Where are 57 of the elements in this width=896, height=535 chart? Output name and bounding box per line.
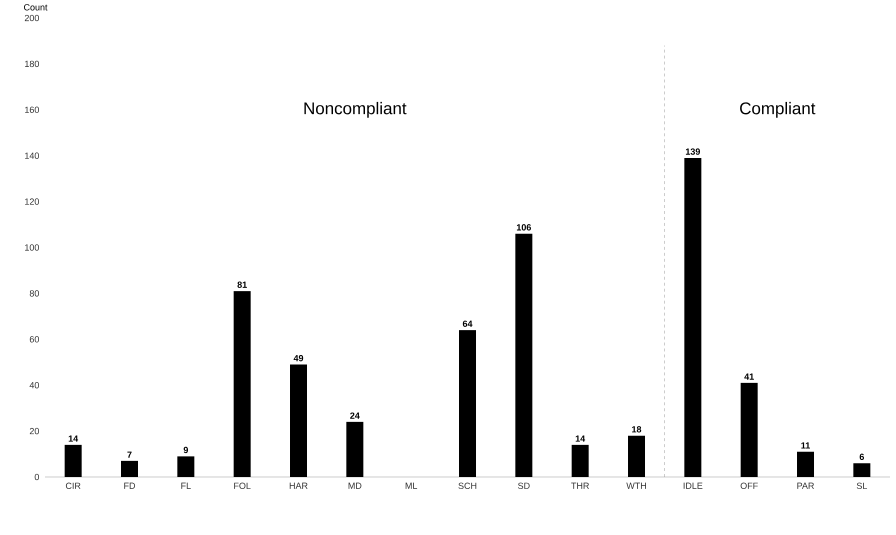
x-tick-label: OFF [740, 482, 758, 489]
bar [797, 452, 814, 477]
y-tick-label: 60 [30, 336, 40, 342]
x-tick-label: SD [518, 482, 530, 489]
bar [628, 436, 646, 477]
bar [346, 422, 364, 477]
bar [234, 291, 251, 477]
y-tick-label: 100 [25, 244, 40, 251]
data-label: 9 [184, 446, 188, 454]
y-tick-label: 200 [24, 14, 40, 22]
data-label: 64 [462, 320, 472, 327]
x-tick-label: MD [348, 482, 362, 489]
data-label: 49 [294, 354, 304, 362]
bar [684, 158, 702, 477]
data-label: 81 [237, 282, 247, 288]
x-tick-label: FD [124, 482, 136, 489]
x-tick-label: HAR [290, 482, 308, 489]
y-axis-title: Count [24, 4, 48, 10]
x-tick-label: FOL [234, 482, 251, 489]
data-label: 14 [576, 435, 586, 442]
bar [121, 460, 138, 477]
y-tick-label: 80 [30, 290, 40, 297]
x-tick-label: SCH [458, 482, 476, 489]
y-tick-label: 40 [30, 382, 40, 388]
bar [853, 463, 870, 477]
data-label: 106 [516, 224, 531, 231]
x-tick-label: PAR [797, 482, 814, 489]
bar [177, 456, 194, 477]
x-tick-label: IDLE [684, 482, 702, 489]
bar [515, 234, 532, 477]
data-label: 6 [860, 454, 864, 460]
data-label: 24 [350, 412, 360, 419]
annotation: Noncompliant [304, 102, 406, 118]
x-tick-label: ML [406, 482, 418, 489]
y-tick-label: 160 [25, 106, 40, 113]
data-label: 41 [744, 374, 754, 380]
bar [740, 382, 758, 477]
data-label: 139 [686, 148, 700, 155]
data-label: 11 [801, 442, 810, 449]
x-tick-label: SL [856, 482, 868, 489]
bar [64, 444, 82, 477]
y-tick-label: 0 [34, 474, 40, 480]
data-label: 14 [68, 435, 78, 442]
y-tick-label: 120 [25, 198, 40, 205]
data-label: 18 [632, 426, 642, 432]
annotation: Compliant [740, 102, 816, 118]
bar [290, 364, 308, 477]
bar [459, 330, 476, 477]
x-tick-label: WTH [626, 482, 646, 489]
data-label: 7 [127, 452, 132, 458]
y-tick-label: 140 [25, 152, 40, 159]
x-tick-label: THR [571, 482, 589, 489]
x-tick-label: CIR [66, 482, 80, 489]
y-tick-label: 20 [30, 428, 40, 434]
x-tick-label: FL [181, 482, 191, 489]
y-tick-label: 180 [25, 60, 40, 68]
bar [572, 444, 589, 477]
